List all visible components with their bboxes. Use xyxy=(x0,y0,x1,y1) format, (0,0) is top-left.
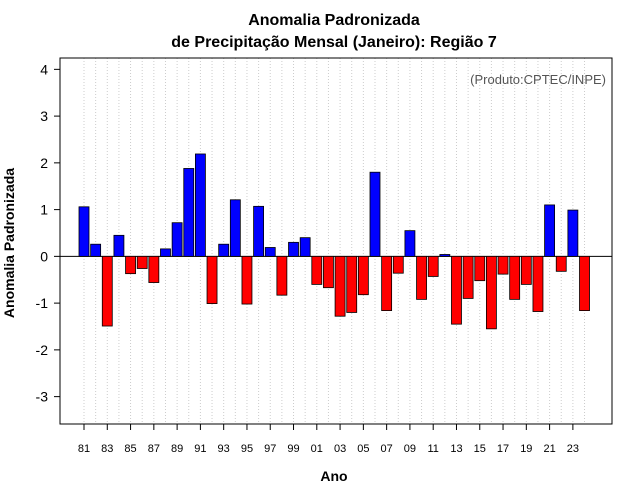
x-tick-label-23: 23 xyxy=(567,443,579,455)
x-tick-label-11: 11 xyxy=(427,443,438,455)
x-tick-label-07: 07 xyxy=(381,443,393,455)
bar-81 xyxy=(78,206,90,257)
y-axis: -3 -2 -1 0 1 2 3 4 xyxy=(36,61,60,405)
bars xyxy=(78,153,590,330)
bar-91 xyxy=(194,153,206,257)
bar-97 xyxy=(264,247,276,257)
y-tick-label--2: -2 xyxy=(36,342,49,358)
x-tick-label-09: 09 xyxy=(404,443,416,455)
bar-15 xyxy=(474,255,486,282)
bar-23 xyxy=(567,209,579,257)
bar-08 xyxy=(392,255,404,274)
bar-14 xyxy=(462,255,474,299)
x-tick-label-03: 03 xyxy=(334,443,346,455)
y-tick-label-3: 3 xyxy=(40,108,48,124)
bar-99 xyxy=(288,241,299,257)
bar-05 xyxy=(357,255,369,296)
x-tick-label-91: 91 xyxy=(194,443,206,455)
plot-frame xyxy=(59,57,613,425)
bar-20 xyxy=(532,255,544,312)
x-tick-label-17: 17 xyxy=(497,443,509,455)
bar-07 xyxy=(381,255,393,311)
y-tick-label-0: 0 xyxy=(40,248,48,264)
bar-88 xyxy=(160,248,171,257)
y-tick-label-4: 4 xyxy=(40,61,48,77)
bar-09 xyxy=(404,230,416,257)
x-axis: 81 83 85 87 89 91 93 95 97 99 01 03 05 07 09 11 13 15 17 19… xyxy=(78,424,579,455)
bar-90 xyxy=(183,168,195,257)
bar-02 xyxy=(323,255,334,289)
chart-title: Anomalia Padronizada xyxy=(248,12,420,29)
x-tick-label-81: 81 xyxy=(78,443,90,455)
bar-13 xyxy=(451,255,462,325)
x-tick-label-89: 89 xyxy=(171,443,183,455)
bar-95 xyxy=(241,255,253,305)
bar-98 xyxy=(276,255,288,296)
x-tick-label-83: 83 xyxy=(101,443,113,455)
x-tick-label-21: 21 xyxy=(543,443,555,455)
bar-06 xyxy=(369,171,381,257)
bar-16 xyxy=(485,255,497,330)
bar-17 xyxy=(497,255,509,275)
bar-89 xyxy=(171,222,183,257)
bar-11 xyxy=(427,255,439,277)
bar-04 xyxy=(346,255,358,313)
x-tick-label-93: 93 xyxy=(218,443,230,455)
bar-22 xyxy=(555,255,567,272)
x-tick-label-13: 13 xyxy=(450,443,462,455)
x-tick-label-19: 19 xyxy=(520,443,532,455)
bar-96 xyxy=(253,205,265,257)
x-tick-label-95: 95 xyxy=(241,443,253,455)
bar-94 xyxy=(229,199,241,257)
bar-83 xyxy=(101,255,113,327)
y-tick-label-1: 1 xyxy=(40,202,48,218)
bar-93 xyxy=(218,243,230,257)
y-tick-label-2: 2 xyxy=(40,155,48,171)
y-axis-label: Anomalia Padronizada xyxy=(1,168,17,318)
bar-92 xyxy=(206,255,218,304)
bar-86 xyxy=(136,255,148,269)
bar-03 xyxy=(334,255,346,317)
x-tick-label-85: 85 xyxy=(124,443,136,455)
chart-annotation: (Produto:CPTEC/INPE) xyxy=(470,72,606,87)
bar-19 xyxy=(520,255,532,285)
chart-subtitle: de Precipitação Mensal (Janeiro): Região… xyxy=(171,34,497,51)
bar-12 xyxy=(439,254,451,257)
x-tick-label-01: 01 xyxy=(311,443,323,455)
bar-18 xyxy=(509,255,521,300)
grid-lines xyxy=(83,58,586,424)
x-tick-label-15: 15 xyxy=(474,443,486,455)
bar-21 xyxy=(544,204,555,257)
x-axis-label: Ano xyxy=(320,468,347,484)
bar-82 xyxy=(90,243,102,257)
x-tick-label-97: 97 xyxy=(264,443,276,455)
bar-87 xyxy=(148,255,160,283)
bar-24 xyxy=(579,255,590,311)
y-tick-label--1: -1 xyxy=(36,295,49,311)
bar-84 xyxy=(113,234,125,257)
bar-01 xyxy=(311,255,323,285)
x-tick-label-99: 99 xyxy=(287,443,299,455)
x-tick-label-87: 87 xyxy=(148,443,160,455)
y-tick-label--3: -3 xyxy=(36,389,49,405)
bar-10 xyxy=(416,255,427,300)
bar-85 xyxy=(125,255,136,275)
bar-00 xyxy=(299,237,311,257)
x-tick-label-05: 05 xyxy=(357,443,369,455)
